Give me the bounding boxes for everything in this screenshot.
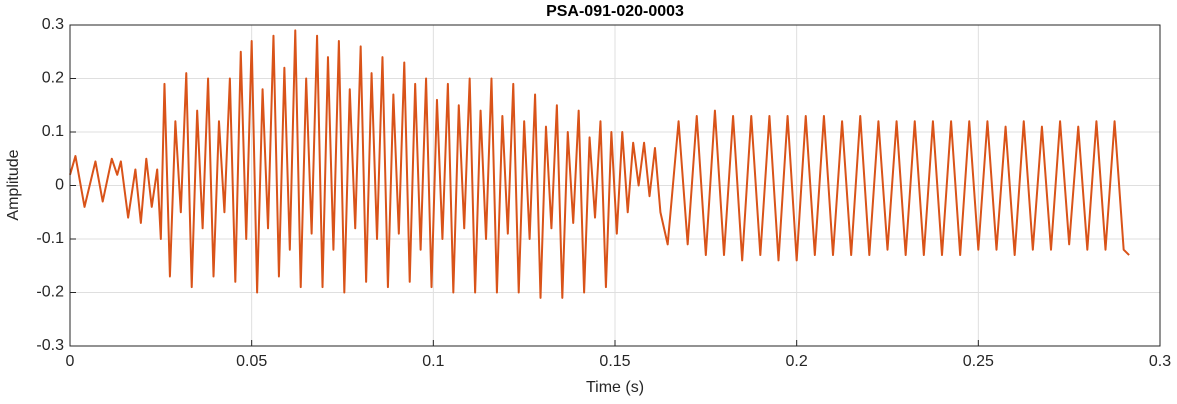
y-axis-label: Amplitude [5,149,22,220]
x-tick-label: 0.2 [786,353,808,370]
x-tick-label: 0.15 [599,353,630,370]
y-tick-label: 0 [55,177,64,194]
y-tick-label: -0.3 [36,337,64,354]
x-tick-label: 0.1 [422,353,444,370]
waveform [69,29,1130,299]
x-axis-label: Time (s) [586,379,644,396]
y-tick-label: -0.2 [36,284,64,301]
x-tick-label: 0.3 [1149,353,1171,370]
y-tick-label: 0.2 [42,70,64,87]
y-tick-label: 0.3 [42,16,64,33]
y-tick-label: 0.1 [42,123,64,140]
chart-title: PSA-091-020-0003 [546,3,684,20]
x-tick-label: 0.05 [236,353,267,370]
axes-box [69,24,1161,347]
x-tick-label: 0.25 [963,353,994,370]
x-tick-label: 0 [66,353,75,370]
y-tick-label: -0.1 [36,230,64,247]
